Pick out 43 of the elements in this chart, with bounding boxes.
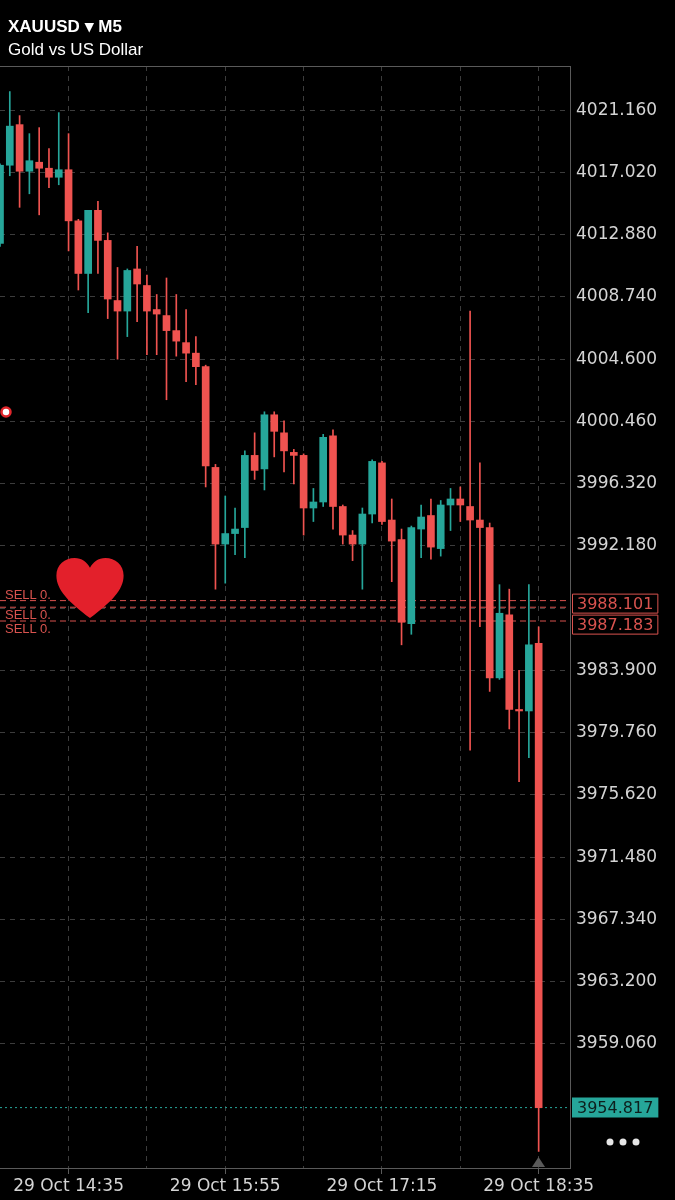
candlestick bbox=[35, 127, 44, 216]
annotation: SELL 0. bbox=[5, 586, 51, 602]
y-tick-label: 4000.460 bbox=[576, 409, 658, 430]
y-tick-label: 3967.340 bbox=[576, 907, 658, 928]
candlestick bbox=[289, 449, 298, 485]
candlestick bbox=[152, 294, 161, 355]
y-tick-label: 3992.180 bbox=[576, 534, 658, 555]
candlestick bbox=[45, 148, 53, 189]
chart-title: XAUUSD ▾ M5 bbox=[8, 16, 122, 37]
ref-line-label: 3987.183 bbox=[577, 614, 654, 634]
annotation: SELL 0. bbox=[5, 621, 51, 637]
candlestick bbox=[54, 112, 63, 186]
y-tick-label: 3979.760 bbox=[576, 721, 658, 742]
candlestick bbox=[476, 462, 484, 628]
y-tick-label: 3983.900 bbox=[576, 658, 658, 679]
ref-line-label: 3954.817 bbox=[577, 1097, 654, 1117]
candlestick bbox=[221, 495, 230, 584]
candlestick bbox=[387, 498, 396, 582]
x-tick-label: 29 Oct 18:35 bbox=[483, 1174, 595, 1195]
candlestick bbox=[456, 486, 465, 522]
y-tick-label: 4004.600 bbox=[576, 347, 658, 368]
ref-line-label: 3988.101 bbox=[577, 593, 654, 613]
y-tick-label: 3971.480 bbox=[576, 845, 658, 866]
y-tick-label: 4017.020 bbox=[576, 160, 658, 181]
x-tick-label: 29 Oct 14:35 bbox=[13, 1174, 124, 1195]
candlestick bbox=[182, 309, 190, 383]
candlestick bbox=[172, 294, 181, 357]
y-tick-label: 4012.880 bbox=[576, 223, 658, 244]
y-tick-label: 3975.620 bbox=[576, 783, 658, 804]
y-tick-label: 4021.160 bbox=[576, 98, 658, 119]
x-tick-label: 29 Oct 15:55 bbox=[169, 1174, 281, 1195]
candlestick bbox=[231, 507, 239, 555]
candlestick bbox=[466, 310, 474, 751]
y-tick-label: 4008.740 bbox=[576, 285, 658, 306]
y-tick-label: 3963.200 bbox=[576, 970, 658, 990]
y-tick-label: 3959.060 bbox=[576, 1032, 658, 1053]
chart-subtitle: Gold vs US Dollar bbox=[8, 40, 144, 60]
y-tick-label: 3996.320 bbox=[576, 472, 658, 493]
candlestick bbox=[417, 504, 425, 558]
candlestick bbox=[515, 670, 523, 782]
x-tick-label: 29 Oct 17:15 bbox=[326, 1174, 438, 1195]
candlestick bbox=[133, 246, 141, 322]
annotation: SELL 0. bbox=[5, 607, 51, 623]
